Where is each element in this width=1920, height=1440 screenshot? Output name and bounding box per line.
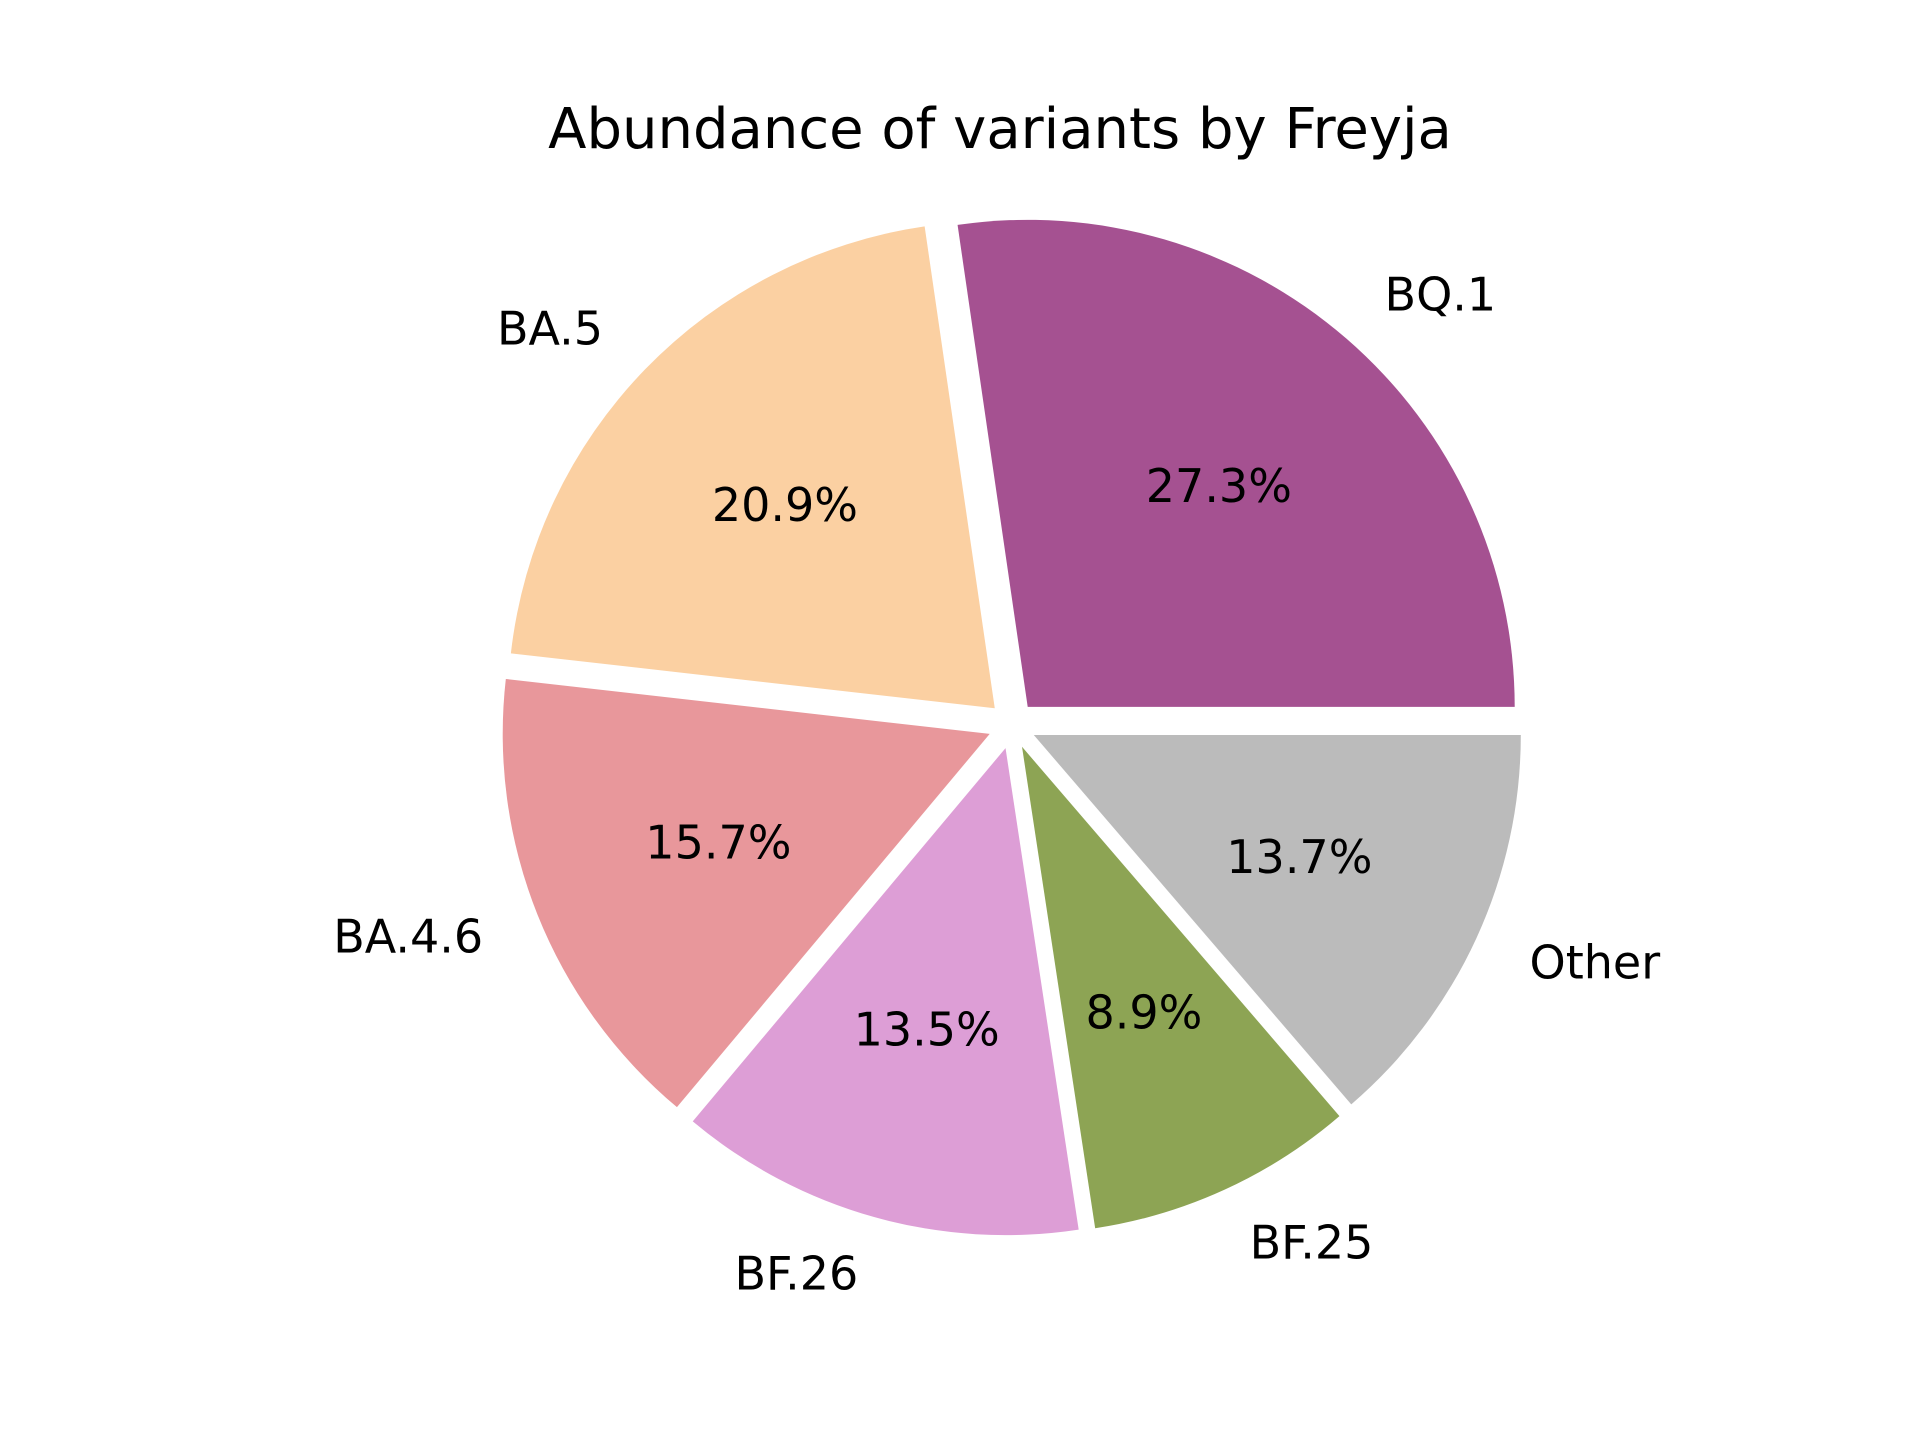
chart-title: Abundance of variants by Freyja: [548, 97, 1452, 162]
pie-slice-ba-4-6: [502, 678, 990, 1108]
slice-category-label: BA.4.6: [333, 909, 483, 963]
pie-slice-bf-26: [692, 748, 1079, 1236]
slice-category-label: BF.26: [734, 1246, 858, 1300]
slice-percent-label: 27.3%: [1146, 459, 1292, 513]
slice-percent-label: 15.7%: [645, 815, 791, 869]
pie-slices: [502, 219, 1521, 1236]
slice-percent-label: 13.5%: [854, 1002, 1000, 1056]
slice-category-label: BF.25: [1250, 1216, 1374, 1270]
pie-slice-bq-1: [957, 219, 1515, 707]
pie-slice-ba-5: [510, 226, 995, 709]
slice-percent-label: 13.7%: [1226, 830, 1372, 884]
pie-labels: 27.3% BQ.1 20.9% BA.5 15.7% BA.4.6 13.5% BF.26 8…: [333, 267, 1660, 1300]
slice-category-label: BA.5: [497, 302, 603, 356]
slice-percent-label: 20.9%: [712, 478, 858, 532]
slice-category-label: Other: [1530, 936, 1661, 990]
slice-category-label: BQ.1: [1385, 267, 1497, 321]
slice-percent-label: 8.9%: [1085, 985, 1202, 1039]
pie-slice-other: [1033, 735, 1521, 1105]
pie-slice-bf-25: [1022, 746, 1340, 1229]
